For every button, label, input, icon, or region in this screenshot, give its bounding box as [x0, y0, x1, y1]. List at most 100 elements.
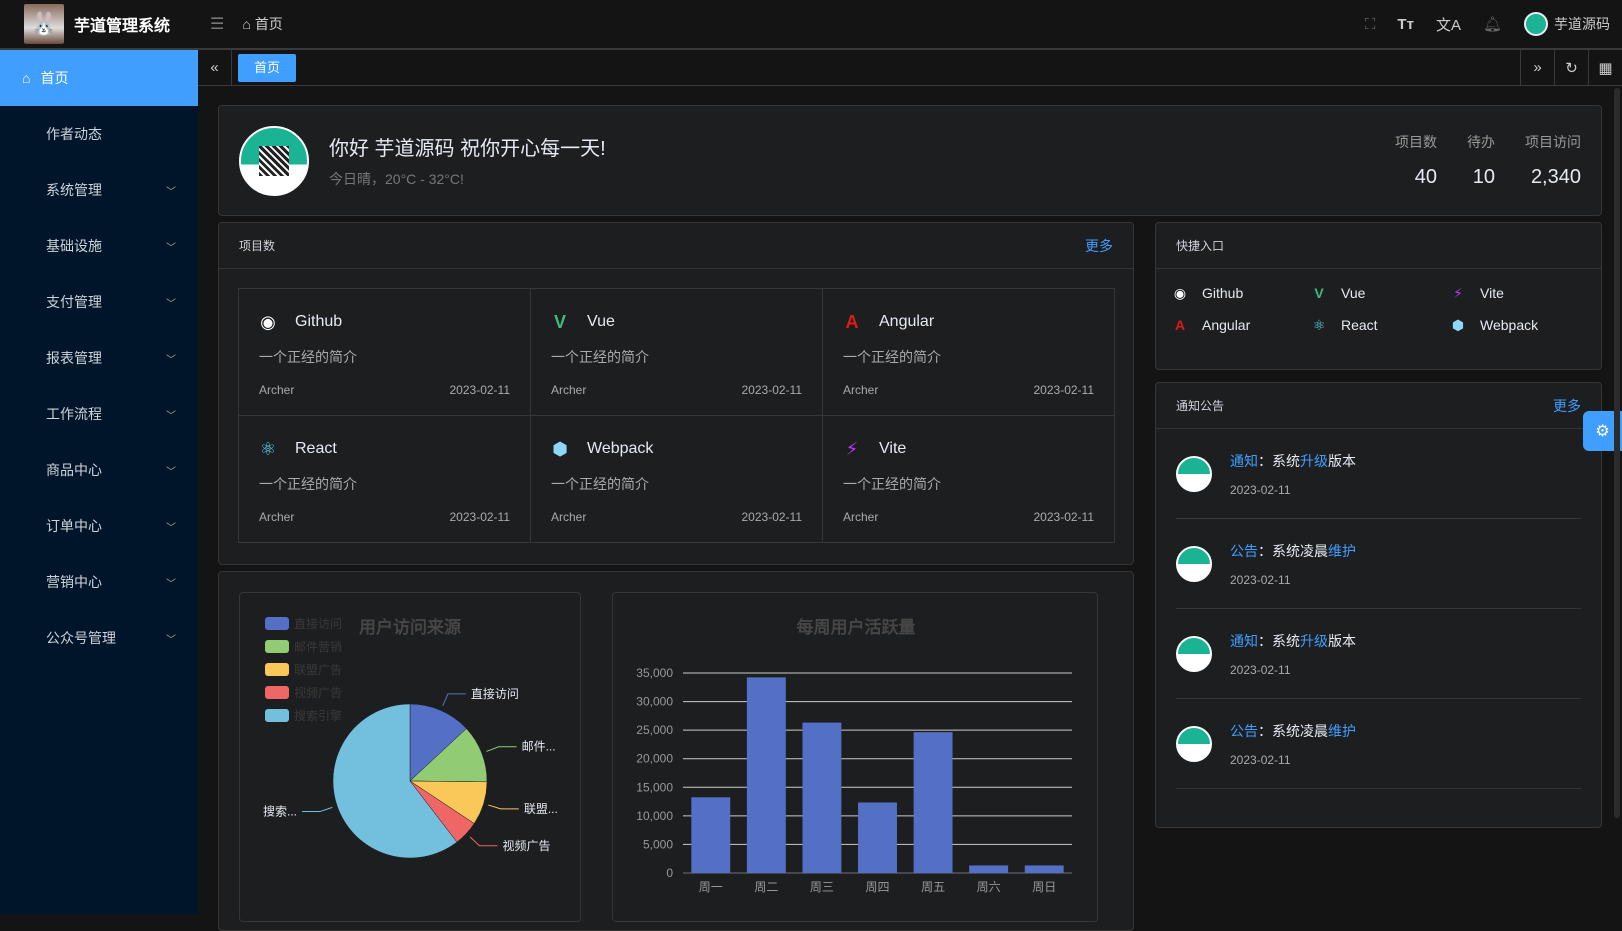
sidebar-item-label: 订单中心: [46, 518, 102, 534]
pie-slice: [409, 703, 467, 782]
stat-value: 40: [1414, 166, 1437, 188]
stat-item: 项目访问 2,340: [1495, 132, 1581, 189]
stat-label: 项目数: [1395, 134, 1437, 150]
card-title: 通知公告: [1176, 399, 1225, 413]
font-size-icon[interactable]: Tт: [1397, 15, 1414, 33]
breadcrumb[interactable]: ⌂ 首页: [242, 14, 282, 34]
project-desc: 一个正经的简介: [259, 476, 357, 492]
breadcrumb-item: 首页: [254, 16, 283, 32]
quick-entry-item[interactable]: ⚛ React: [1309, 313, 1448, 337]
quick-entry-item[interactable]: ⚡ Vite: [1448, 281, 1587, 305]
x-tick-label: 周二: [754, 880, 778, 894]
project-author: Archer: [259, 383, 295, 397]
sidebar-item[interactable]: 订单中心 ﹀: [0, 498, 198, 554]
quick-entry-item[interactable]: ⬢ Webpack: [1448, 313, 1587, 337]
sidebar-item[interactable]: 公众号管理 ﹀: [0, 610, 198, 666]
separator: ：: [1258, 722, 1272, 739]
scroll-right-button[interactable]: »: [1520, 49, 1554, 86]
sidebar-item-label: 基础设施: [46, 238, 102, 254]
slice-label: 邮件...: [522, 740, 556, 754]
label-line: [469, 836, 498, 847]
translate-icon[interactable]: 文A: [1435, 16, 1461, 34]
quick-entry-item[interactable]: ◉ Github: [1170, 281, 1309, 305]
more-link[interactable]: 更多: [1085, 237, 1113, 254]
x-tick-label: 周一: [699, 880, 723, 894]
scrollbar[interactable]: [1614, 88, 1620, 818]
legend-swatch: [265, 640, 289, 653]
chart-title: 用户访问来源: [359, 617, 461, 637]
notice-item[interactable]: 公告：系统凌晨维护 2023-02-11: [1176, 699, 1581, 789]
notice-highlight: 升级: [1300, 452, 1328, 469]
project-item[interactable]: A Angular 一个正经的简介 Archer 2023-02-11: [822, 288, 1115, 416]
x-tick-label: 周五: [921, 880, 945, 894]
legend-label: 直接访问: [294, 616, 342, 631]
label-line: [486, 746, 517, 752]
project-item[interactable]: V Vue 一个正经的简介 Archer 2023-02-11: [530, 288, 823, 416]
notice-type: 通知: [1230, 632, 1258, 649]
quick-entry-label: Github: [1202, 285, 1244, 301]
y-tick-label: 35,000: [636, 666, 673, 680]
bar: [969, 865, 1009, 873]
project-item[interactable]: ⬢ Webpack 一个正经的简介 Archer 2023-02-11: [530, 415, 823, 543]
tab-home[interactable]: 首页: [238, 53, 297, 82]
sidebar-item[interactable]: 营销中心 ﹀: [0, 554, 198, 610]
sidebar-item-label: 首页: [40, 70, 69, 86]
bar: [858, 802, 897, 873]
bar-chart-card: 每周用户活跃量 0 5,000 10,000 15,000 20,000 25,000 30,…: [612, 592, 1098, 922]
user-menu[interactable]: 芋道源码: [1524, 12, 1610, 36]
bell-icon[interactable]: 🔔︎: [1482, 16, 1502, 33]
bar: [691, 797, 731, 873]
github-icon: ◉: [1173, 284, 1187, 301]
slice-label: 视频广告: [502, 838, 550, 853]
sidebar-item-label: 报表管理: [46, 350, 102, 366]
scroll-left-button[interactable]: «: [198, 49, 232, 86]
project-author: Archer: [551, 383, 587, 397]
card-title: 快捷入口: [1176, 239, 1225, 253]
separator: ：: [1258, 632, 1272, 649]
sidebar-item-label: 公众号管理: [46, 630, 116, 646]
project-name: Webpack: [587, 440, 654, 457]
legend-swatch: [265, 617, 289, 630]
sidebar-item[interactable]: 作者动态: [0, 106, 198, 162]
logo[interactable]: 🐰 芋道管理系统: [0, 0, 198, 49]
stat-item: 项目数 40: [1365, 132, 1437, 189]
sidebar-item[interactable]: 商品中心 ﹀: [0, 442, 198, 498]
notice-item[interactable]: 公告：系统凌晨维护 2023-02-11: [1176, 519, 1581, 609]
sidebar-item[interactable]: ⌂ 首页: [0, 50, 198, 106]
quick-entry-item[interactable]: A Angular: [1170, 313, 1309, 337]
notice-item[interactable]: 通知：系统升级版本 2023-02-11: [1176, 429, 1581, 519]
slice-label: 搜索...: [263, 804, 297, 819]
project-desc: 一个正经的简介: [843, 349, 941, 365]
project-date: 2023-02-11: [1033, 510, 1095, 524]
quick-entry-item[interactable]: V Vue: [1309, 281, 1448, 305]
sidebar-item-label: 支付管理: [46, 294, 102, 310]
notice-item[interactable]: 通知：系统升级版本 2023-02-11: [1176, 609, 1581, 699]
bar: [746, 677, 786, 873]
sidebar-item-label: 作者动态: [46, 126, 102, 142]
sidebar-item[interactable]: 工作流程 ﹀: [0, 386, 198, 442]
project-item[interactable]: ⚛ React 一个正经的简介 Archer 2023-02-11: [238, 415, 531, 543]
tabs-bar: « 首页 » ↻ ▦: [198, 49, 1622, 86]
react-icon: ⚛: [259, 438, 277, 459]
sidebar-item[interactable]: 基础设施 ﹀: [0, 218, 198, 274]
label-line: [302, 806, 333, 813]
vite-icon: ⚡: [845, 438, 859, 459]
menu-collapse-icon[interactable]: ☰: [210, 16, 225, 33]
notice-text: 版本: [1328, 632, 1356, 649]
grid-menu-button[interactable]: ▦: [1588, 49, 1622, 86]
legend-swatch: [265, 686, 289, 699]
project-item[interactable]: ⚡ Vite 一个正经的简介 Archer 2023-02-11: [822, 415, 1115, 543]
refresh-button[interactable]: ↻: [1554, 49, 1588, 86]
fullscreen-icon[interactable]: ⛶: [1364, 15, 1376, 33]
home-icon: ⌂: [22, 70, 31, 86]
project-item[interactable]: ◉ Github 一个正经的简介 Archer 2023-02-11: [238, 288, 531, 416]
sidebar-item[interactable]: 支付管理 ﹀: [0, 274, 198, 330]
sidebar-item[interactable]: 报表管理 ﹀: [0, 330, 198, 386]
sidebar-item[interactable]: 系统管理 ﹀: [0, 162, 198, 218]
notice-type: 公告: [1230, 542, 1258, 559]
project-date: 2023-02-11: [741, 510, 803, 524]
project-date: 2023-02-11: [741, 383, 803, 397]
y-tick-label: 0: [666, 866, 673, 880]
more-link[interactable]: 更多: [1553, 397, 1581, 414]
notice-date: 2023-02-11: [1230, 572, 1291, 587]
